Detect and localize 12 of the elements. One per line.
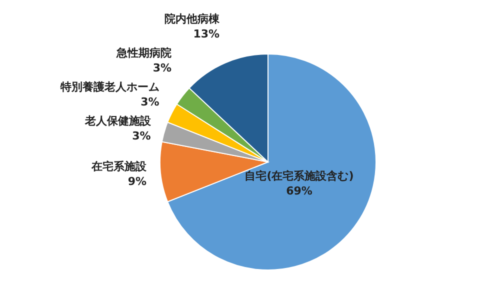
slice-label: 在宅系施設: [90, 160, 148, 173]
data-label: 13%: [193, 27, 220, 40]
data-label: 69%: [286, 184, 312, 198]
slice-label: 特別養護老人ホーム: [59, 80, 160, 94]
slice-label: 老人保健施設: [84, 114, 152, 128]
slice-label: 院内他病棟: [164, 12, 221, 26]
data-label: 3%: [132, 129, 151, 142]
data-label: 3%: [140, 95, 160, 108]
slice-label: 自宅(在宅系施設含む): [244, 170, 354, 183]
data-label: 9%: [128, 174, 147, 188]
slice-label: 急性期病院: [116, 46, 172, 60]
data-label: 3%: [152, 61, 172, 74]
